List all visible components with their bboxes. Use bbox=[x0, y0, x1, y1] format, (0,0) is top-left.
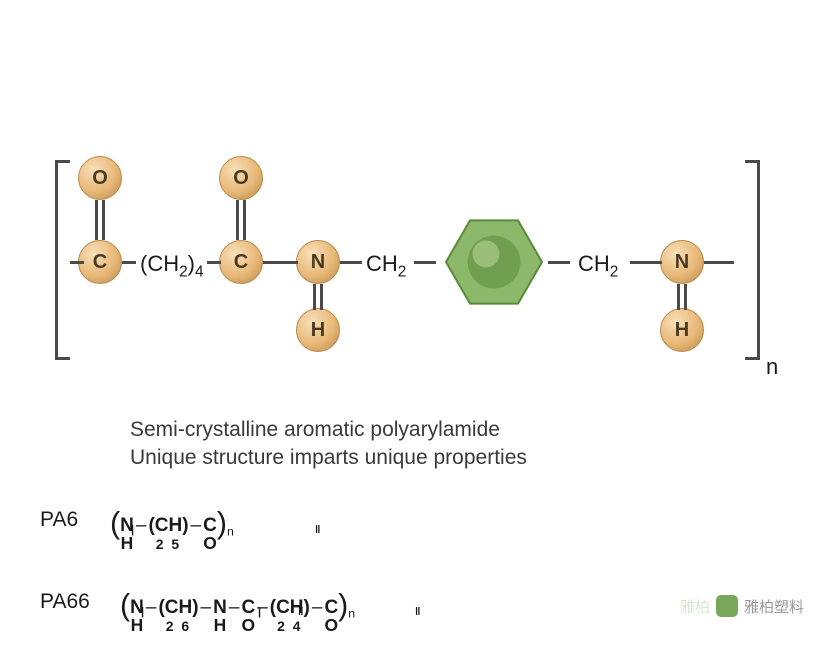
watermark-text: 雅柏塑料 bbox=[744, 596, 804, 617]
double-bond bbox=[313, 284, 323, 310]
pa6-formula: ( NH– (CH)2 5– CO)n‖| bbox=[110, 498, 234, 553]
double-bond bbox=[95, 200, 105, 240]
single-bond bbox=[340, 261, 362, 264]
chemical-diagram: n OCOCNHNH (CH2)4CH2CH2 Semi-crystalline… bbox=[0, 0, 835, 653]
single-bond bbox=[207, 261, 221, 264]
pa66-formula: ( NH– (CH)2 6– NH– CO– (CH)2 4– CO)n||‖‖ bbox=[120, 580, 355, 635]
caption-line-2: Unique structure imparts unique properti… bbox=[130, 446, 527, 470]
atom-n: N bbox=[660, 240, 704, 284]
pa6-label: PA6 bbox=[40, 508, 78, 532]
wechat-icon bbox=[716, 595, 738, 617]
bracket-right bbox=[745, 160, 760, 360]
atom-o: O bbox=[78, 156, 122, 200]
pa66-label: PA66 bbox=[40, 590, 90, 614]
caption-line-1: Semi-crystalline aromatic polyarylamide bbox=[130, 418, 500, 442]
atom-o: O bbox=[219, 156, 263, 200]
chain-fragment: CH2 bbox=[578, 251, 618, 281]
watermark-faded-text: 雅柏 bbox=[680, 596, 710, 617]
single-bond bbox=[70, 261, 84, 264]
chain-fragment: (CH2)4 bbox=[140, 251, 204, 281]
benzene-ring bbox=[442, 210, 546, 314]
atom-c: C bbox=[219, 240, 263, 284]
atom-h: H bbox=[296, 308, 340, 352]
single-bond bbox=[548, 261, 570, 264]
bracket-left bbox=[55, 160, 70, 360]
single-bond bbox=[704, 261, 734, 264]
double-bond bbox=[677, 284, 687, 310]
atom-h: H bbox=[660, 308, 704, 352]
watermark: 雅柏 雅柏塑料 bbox=[680, 595, 804, 617]
atom-n: N bbox=[296, 240, 340, 284]
atom-c: C bbox=[78, 240, 122, 284]
single-bond bbox=[630, 261, 662, 264]
single-bond bbox=[263, 261, 298, 264]
single-bond bbox=[122, 261, 136, 264]
repeat-subscript-n: n bbox=[766, 354, 778, 380]
single-bond bbox=[414, 261, 436, 264]
chain-fragment: CH2 bbox=[366, 251, 406, 281]
double-bond bbox=[236, 200, 246, 240]
